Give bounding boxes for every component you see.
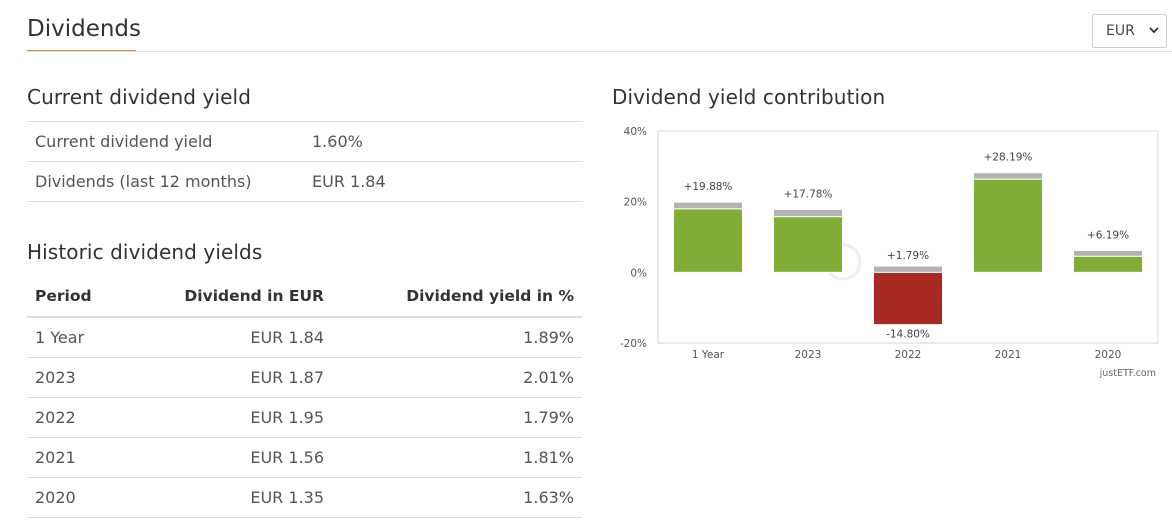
chart-svg: 40% 20% 0% -20% +19.88% 1 Year +17.78% 2023 +1.7… (620, 126, 1159, 379)
bar-total-label: +6.19% (1087, 229, 1129, 241)
y-tick-label: 0% (630, 267, 647, 279)
row-value: EUR 1.84 (312, 161, 582, 202)
column-header-period: Period (27, 276, 147, 318)
table-row: Dividends (last 12 months) EUR 1.84 (27, 161, 582, 202)
table-row: 2022 EUR 1.95 1.79% (27, 397, 582, 438)
current-yield-title: Current dividend yield (27, 85, 251, 109)
cell-yield: 2.01% (324, 357, 582, 398)
x-tick-label: 2021 (995, 349, 1022, 361)
y-tick-label: -20% (620, 338, 647, 350)
cell-yield: 1.79% (324, 397, 582, 438)
cell-period: 1 Year (27, 317, 147, 358)
cell-yield: 1.81% (324, 437, 582, 478)
bar-price-return (773, 216, 843, 273)
table-row: 1 Year EUR 1.84 1.89% (27, 317, 582, 358)
x-tick-label: 2022 (895, 349, 922, 361)
bar-dividend-yield (873, 265, 943, 273)
historic-yields-table: Period Dividend in EUR Dividend yield in… (27, 276, 582, 518)
bar-total-label: +1.79% (887, 250, 929, 262)
table-row: Current dividend yield 1.60% (27, 121, 582, 162)
currency-select-value: EUR (1106, 23, 1135, 39)
cell-dividend: EUR 1.84 (147, 317, 324, 358)
column-header-dividend: Dividend in EUR (147, 276, 324, 318)
cell-dividend: EUR 1.95 (147, 397, 324, 438)
cell-yield: 1.63% (324, 477, 582, 518)
page-title: Dividends (27, 16, 142, 42)
table-row: 2023 EUR 1.87 2.01% (27, 357, 582, 398)
cell-period: 2021 (27, 437, 147, 478)
table-row: 2021 EUR 1.56 1.81% (27, 437, 582, 478)
y-tick-label: 40% (624, 126, 647, 138)
current-yield-table: Current dividend yield 1.60% Dividends (… (27, 121, 582, 202)
header-divider (27, 51, 1172, 52)
historic-yields-title: Historic dividend yields (27, 240, 263, 264)
cell-dividend: EUR 1.35 (147, 477, 324, 518)
row-label: Dividends (last 12 months) (27, 161, 312, 202)
dividend-yield-chart: 40% 20% 0% -20% +19.88% 1 Year +17.78% 2023 +1.7… (608, 116, 1168, 386)
bar-price-return (873, 271, 943, 326)
bar-price-return (973, 178, 1043, 273)
chart-credit: justETF.com (1099, 368, 1156, 379)
bar-total-label: +28.19% (984, 152, 1033, 164)
cell-period: 2023 (27, 357, 147, 398)
chart-title: Dividend yield contribution (612, 85, 886, 109)
cell-yield: 1.89% (324, 317, 582, 358)
chevron-down-icon (1148, 15, 1160, 60)
bar-dividend-yield (773, 209, 843, 218)
cell-dividend: EUR 1.56 (147, 437, 324, 478)
bar-price-return (1073, 255, 1143, 273)
y-tick-label: 20% (624, 197, 647, 209)
bar-total-label: +17.78% (784, 189, 833, 201)
bar-price-return (673, 208, 743, 273)
x-tick-label: 2020 (1095, 349, 1122, 361)
table-row: 2020 EUR 1.35 1.63% (27, 477, 582, 518)
column-header-yield: Dividend yield in % (324, 276, 582, 318)
row-value: 1.60% (312, 121, 582, 162)
x-tick-label: 2023 (795, 349, 822, 361)
cell-period: 2022 (27, 397, 147, 438)
bar-dividend-yield (1073, 249, 1143, 257)
bar-dividend-yield (673, 201, 743, 210)
bar-negative-label: -14.80% (886, 329, 930, 341)
row-label: Current dividend yield (27, 121, 312, 162)
cell-dividend: EUR 1.87 (147, 357, 324, 398)
bar-dividend-yield (973, 172, 1043, 180)
bar-total-label: +19.88% (684, 181, 733, 193)
table-header-row: Period Dividend in EUR Dividend yield in… (27, 276, 582, 318)
cell-period: 2020 (27, 477, 147, 518)
currency-select[interactable]: EUR (1092, 14, 1167, 48)
x-tick-label: 1 Year (692, 349, 725, 361)
